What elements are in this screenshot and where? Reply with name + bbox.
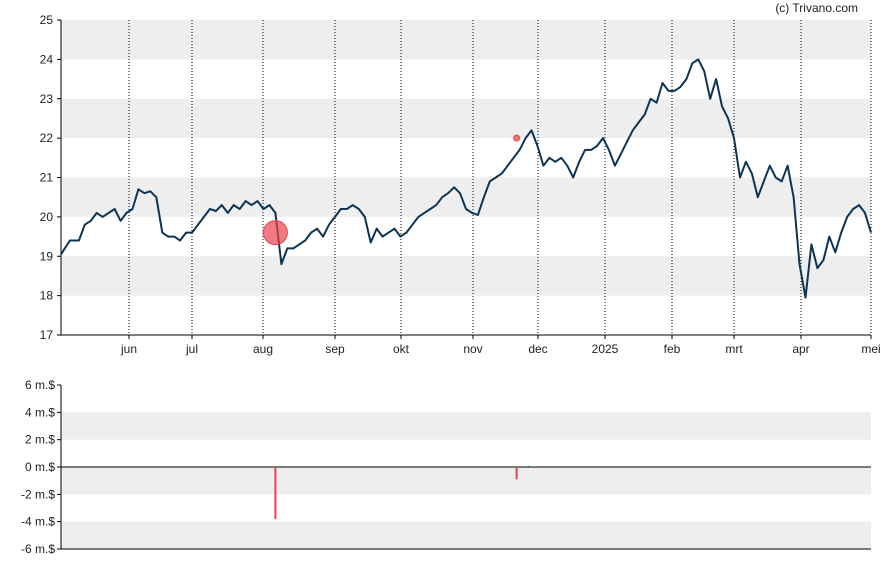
month-label: mrt bbox=[725, 342, 743, 356]
price-y-label: 18 bbox=[40, 289, 54, 303]
price-y-label: 24 bbox=[40, 52, 54, 66]
month-label: mei bbox=[861, 342, 880, 356]
price-y-label: 23 bbox=[40, 92, 54, 106]
volume-bar bbox=[274, 467, 277, 519]
month-label: apr bbox=[792, 342, 809, 356]
price-y-label: 22 bbox=[40, 131, 54, 145]
month-label: jul bbox=[185, 342, 198, 356]
price-chart: jun jul aug sep okt nov dec 2025 feb mrt apr mei171… bbox=[40, 13, 881, 356]
month-label: sep bbox=[325, 342, 345, 356]
volume-y-label: 2 m.$ bbox=[25, 433, 55, 447]
trade-marker bbox=[513, 134, 521, 142]
volume-bar bbox=[527, 465, 530, 467]
month-label: aug bbox=[253, 342, 273, 356]
volume-chart: 6 m.$ 4 m.$ 2 m.$ 0 m.$ -2 m.$ -4 m.$ -6 m.$ bbox=[21, 378, 871, 556]
volume-band bbox=[61, 521, 871, 549]
volume-y-label: 0 m.$ bbox=[25, 460, 55, 474]
price-band bbox=[61, 256, 871, 296]
volume-y-label: 6 m.$ bbox=[25, 378, 55, 392]
volume-y-label: -4 m.$ bbox=[21, 515, 55, 529]
month-label: jun bbox=[120, 342, 137, 356]
price-y-label: 25 bbox=[40, 13, 54, 27]
month-label: nov bbox=[463, 342, 482, 356]
price-band bbox=[61, 177, 871, 217]
price-band bbox=[61, 20, 871, 60]
month-label: feb bbox=[664, 342, 681, 356]
price-y-label: 17 bbox=[40, 328, 54, 342]
month-label: dec bbox=[528, 342, 547, 356]
volume-y-label: -2 m.$ bbox=[21, 487, 55, 501]
price-band bbox=[61, 98, 871, 139]
copyright-label: (c) Trivano.com bbox=[775, 1, 858, 15]
price-y-label: 21 bbox=[40, 171, 54, 185]
volume-band bbox=[61, 467, 871, 495]
price-line bbox=[60, 58, 872, 299]
volume-y-label: -6 m.$ bbox=[21, 542, 55, 556]
trade-marker bbox=[262, 220, 288, 246]
volume-band bbox=[61, 412, 871, 440]
month-label: 2025 bbox=[592, 342, 619, 356]
volume-bar bbox=[515, 467, 518, 480]
price-y-label: 20 bbox=[40, 210, 54, 224]
price-y-label: 19 bbox=[40, 249, 54, 263]
volume-y-label: 4 m.$ bbox=[25, 405, 55, 419]
month-label: okt bbox=[393, 342, 410, 356]
